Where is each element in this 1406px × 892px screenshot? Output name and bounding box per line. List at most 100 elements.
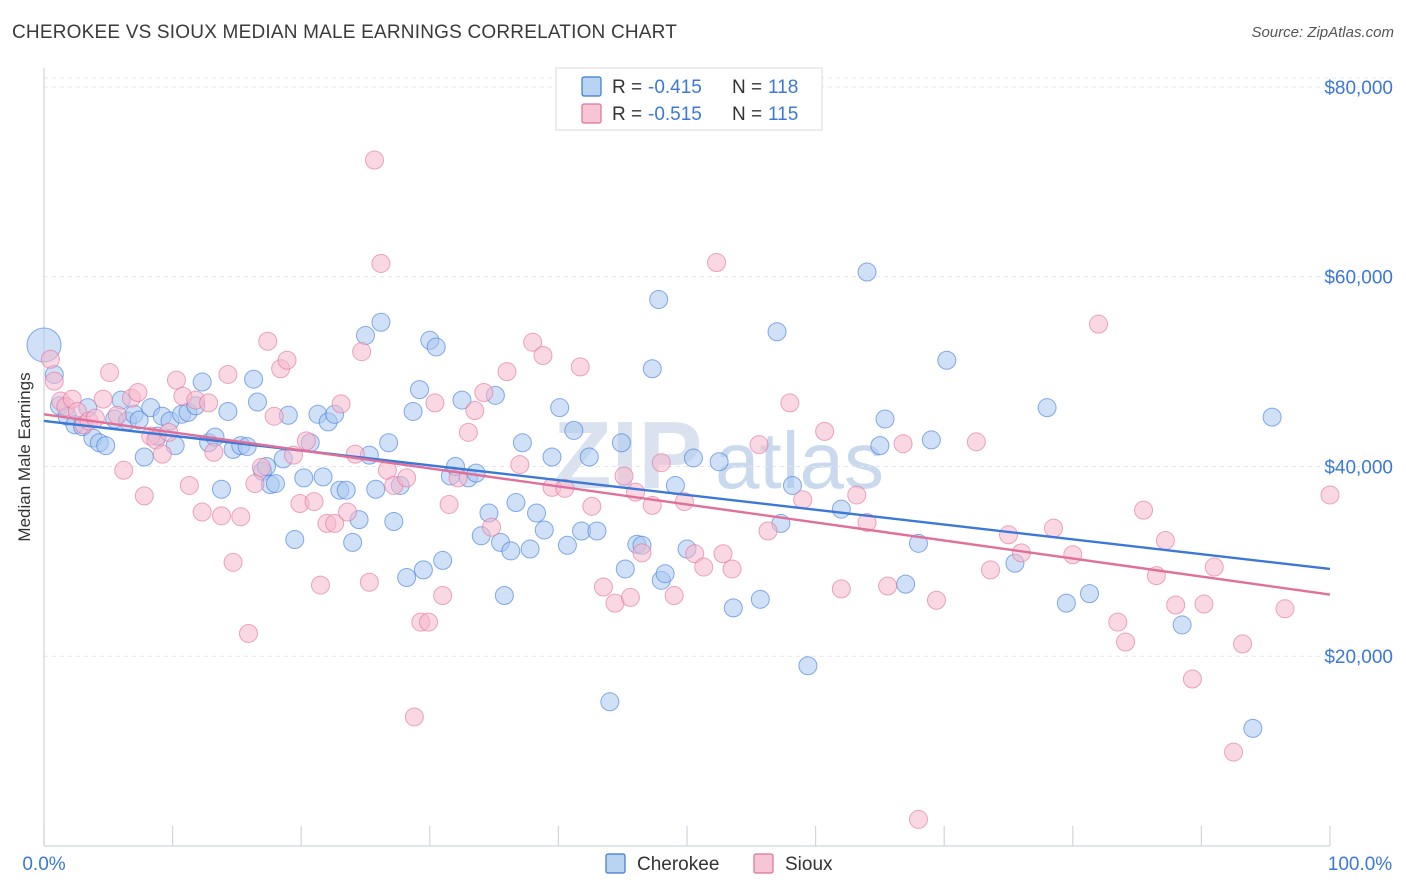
sioux-point (371, 253, 391, 273)
cherokee-point (211, 479, 231, 499)
sioux-point (238, 623, 258, 643)
sioux-point (433, 586, 453, 606)
sioux-point (264, 406, 284, 426)
y-axis-title: Median Male Earnings (15, 372, 34, 541)
sioux-point (325, 513, 345, 533)
sioux-point (199, 393, 219, 413)
cherokee-point (655, 564, 675, 584)
cherokee-point (265, 474, 285, 494)
cherokee-point (798, 656, 818, 676)
sioux-point (128, 382, 148, 402)
cherokee-point (723, 598, 743, 618)
cherokee-point (343, 532, 363, 552)
cherokee-point (403, 401, 423, 421)
sioux-point (93, 389, 113, 409)
sioux-point (831, 579, 851, 599)
cherokee-point (1037, 398, 1057, 418)
sioux-point (1089, 314, 1109, 334)
sioux-point (296, 431, 316, 451)
cherokee-point (192, 372, 212, 392)
sioux-point (694, 557, 714, 577)
sioux-point (1116, 632, 1136, 652)
cherokee-point (579, 447, 599, 467)
sioux-point (397, 468, 417, 488)
cherokee-point (1080, 584, 1100, 604)
cherokee-point (433, 550, 453, 570)
sioux-point (674, 492, 694, 512)
legend-bottom-label-cherokee: Cherokee (637, 854, 719, 875)
sioux-point (1204, 557, 1224, 577)
legend-n-label-cherokee: N = (732, 77, 762, 98)
sioux-point (304, 492, 324, 512)
grid-lines (44, 77, 1392, 657)
sioux-point (620, 587, 640, 607)
sioux-point (664, 586, 684, 606)
sioux-point (359, 572, 379, 592)
cherokee-point (285, 530, 305, 550)
sioux-point (1166, 595, 1186, 615)
legend-n-label-sioux: N = (732, 104, 762, 125)
cherokee-point (506, 493, 526, 513)
cherokee-point (371, 312, 391, 332)
sioux-point (722, 559, 742, 579)
sioux-point (1275, 599, 1295, 619)
sioux-point (614, 466, 634, 486)
sioux-point (570, 357, 590, 377)
sioux-point (847, 485, 867, 505)
cherokee-point (247, 392, 267, 412)
sioux-point (277, 350, 297, 370)
sioux-point (510, 455, 530, 475)
sioux-point (713, 544, 733, 564)
sioux-point (651, 453, 671, 473)
cherokee-point (767, 322, 787, 342)
sioux-point (1320, 485, 1340, 505)
sioux-point (419, 612, 439, 632)
cherokee-point (615, 559, 635, 579)
sioux-point (593, 577, 613, 597)
sioux-point (465, 401, 485, 421)
legend-swatch-sioux (581, 103, 602, 124)
cherokee-point (397, 567, 417, 587)
sioux-point (582, 496, 602, 516)
sioux-point (179, 475, 199, 495)
sioux-point (352, 342, 372, 362)
cherokee-point (937, 350, 957, 370)
cherokee-point (410, 380, 430, 400)
legend-r-label-cherokee: R = (612, 77, 642, 98)
sioux-trend-line (43, 413, 1331, 596)
legend-bottom-swatch-cherokee (605, 853, 626, 874)
cherokee-point (857, 262, 877, 282)
cherokee-point (413, 560, 433, 580)
cherokee-point (313, 467, 333, 487)
cherokee-point (512, 433, 532, 453)
sioux-point (245, 474, 265, 494)
sioux-point (780, 393, 800, 413)
sioux-point (134, 486, 154, 506)
cherokee-point (134, 447, 154, 467)
sioux-point (533, 345, 553, 365)
sioux-points (40, 150, 1340, 829)
sioux-point (218, 364, 238, 384)
cherokee-point (366, 479, 386, 499)
sioux-point (166, 370, 186, 390)
sioux-point (365, 150, 385, 170)
sioux-point (1194, 594, 1214, 614)
sioux-point (908, 809, 928, 829)
sioux-point (966, 432, 986, 452)
sioux-point (878, 576, 898, 596)
x-tick-label-max: 100.0% (1328, 854, 1393, 875)
sioux-point (1182, 669, 1202, 689)
sioux-point (893, 434, 913, 454)
cherokee-point (587, 521, 607, 541)
sioux-point (439, 494, 459, 514)
sioux-point (1134, 500, 1154, 520)
sioux-point (192, 502, 212, 522)
sioux-point (40, 349, 60, 369)
sioux-point (425, 393, 445, 413)
sioux-point (707, 253, 727, 272)
sioux-point (497, 362, 517, 382)
cherokee-point (750, 589, 770, 609)
sioux-point (685, 544, 705, 564)
cherokee-point (542, 447, 562, 467)
cherokee-point (649, 290, 669, 310)
